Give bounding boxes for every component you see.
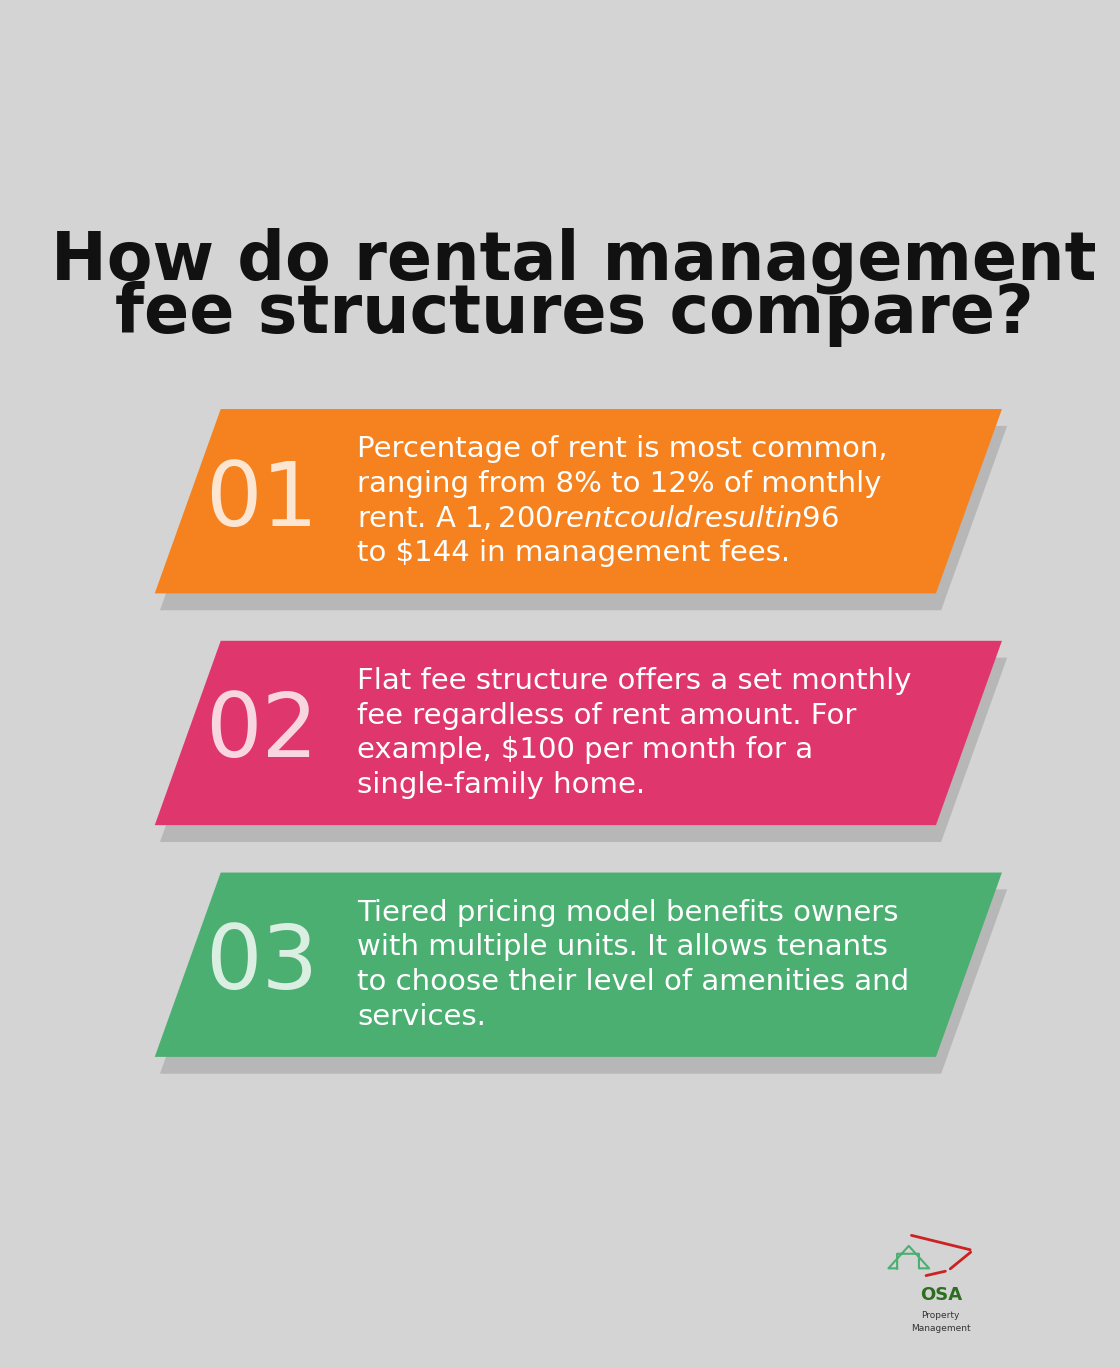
Text: to choose their level of amenities and: to choose their level of amenities and: [357, 969, 909, 996]
Text: 01: 01: [205, 458, 318, 544]
Polygon shape: [155, 640, 1002, 825]
Polygon shape: [160, 425, 1007, 610]
Text: rent. A $1,200 rent could result in $96: rent. A $1,200 rent could result in $96: [357, 505, 839, 534]
Polygon shape: [160, 658, 1007, 841]
Text: Flat fee structure offers a set monthly: Flat fee structure offers a set monthly: [357, 666, 912, 695]
Text: OSA: OSA: [920, 1286, 962, 1304]
Text: example, $100 per month for a: example, $100 per month for a: [357, 736, 813, 765]
Polygon shape: [155, 409, 1002, 594]
Text: How do rental management: How do rental management: [52, 228, 1096, 294]
Text: Property: Property: [922, 1311, 960, 1320]
Text: services.: services.: [357, 1003, 486, 1031]
Text: Percentage of rent is most common,: Percentage of rent is most common,: [357, 435, 888, 464]
Text: Management: Management: [911, 1324, 971, 1334]
Text: 03: 03: [205, 921, 318, 1008]
Text: ranging from 8% to 12% of monthly: ranging from 8% to 12% of monthly: [357, 469, 881, 498]
Text: single-family home.: single-family home.: [357, 772, 645, 799]
Polygon shape: [155, 873, 1002, 1057]
Text: fee structures compare?: fee structures compare?: [114, 280, 1034, 346]
Text: Tiered pricing model benefits owners: Tiered pricing model benefits owners: [357, 899, 898, 926]
Polygon shape: [160, 889, 1007, 1074]
Text: to $144 in management fees.: to $144 in management fees.: [357, 539, 790, 568]
Text: fee regardless of rent amount. For: fee regardless of rent amount. For: [357, 702, 857, 729]
Text: 02: 02: [205, 689, 318, 777]
Text: with multiple units. It allows tenants: with multiple units. It allows tenants: [357, 933, 888, 962]
